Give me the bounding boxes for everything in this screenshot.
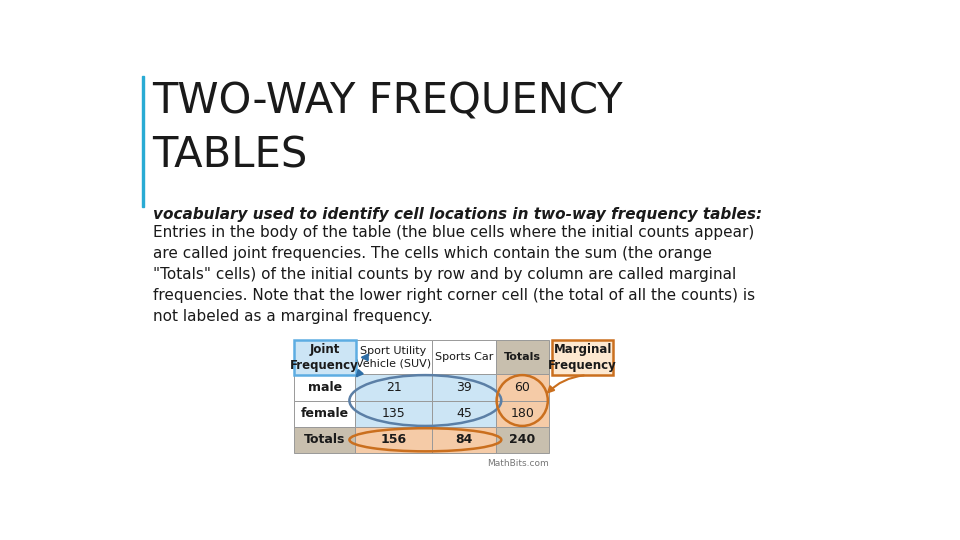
Bar — [295, 340, 355, 374]
Text: female: female — [300, 407, 348, 420]
Bar — [295, 401, 355, 427]
Text: male: male — [307, 381, 342, 394]
Text: vocabulary used to identify cell locations in two-way frequency tables:: vocabulary used to identify cell locatio… — [153, 207, 761, 222]
Bar — [432, 401, 496, 427]
Text: 156: 156 — [380, 433, 407, 446]
Text: Sport Utility
Vehicle (SUV): Sport Utility Vehicle (SUV) — [356, 346, 431, 368]
Bar — [496, 340, 548, 374]
Bar — [355, 401, 432, 427]
Bar — [496, 401, 548, 427]
FancyBboxPatch shape — [552, 340, 612, 375]
Text: Marginal
Frequency: Marginal Frequency — [548, 343, 617, 372]
Text: 39: 39 — [456, 381, 472, 394]
Text: Joint
Frequency: Joint Frequency — [290, 343, 359, 372]
Text: 135: 135 — [382, 407, 405, 420]
Text: MathBits.com: MathBits.com — [487, 459, 548, 468]
Bar — [295, 427, 355, 453]
Text: 240: 240 — [509, 433, 536, 446]
Text: TABLES: TABLES — [153, 134, 308, 176]
Text: Entries in the body of the table (the blue cells where the initial counts appear: Entries in the body of the table (the bl… — [153, 225, 755, 324]
Bar — [432, 374, 496, 401]
Bar — [355, 340, 432, 374]
Text: 84: 84 — [455, 433, 472, 446]
Bar — [142, 76, 144, 207]
Text: Totals: Totals — [304, 433, 346, 446]
Bar — [432, 340, 496, 374]
Bar — [295, 374, 355, 401]
Bar — [496, 427, 548, 453]
Text: Totals: Totals — [504, 353, 540, 362]
Text: 45: 45 — [456, 407, 472, 420]
Bar — [355, 427, 432, 453]
Bar — [355, 374, 432, 401]
Text: Sports Car: Sports Car — [435, 353, 493, 362]
Text: 21: 21 — [386, 381, 401, 394]
Bar — [496, 374, 548, 401]
FancyBboxPatch shape — [294, 340, 355, 375]
Text: 180: 180 — [511, 407, 534, 420]
Bar — [432, 427, 496, 453]
Text: TWO-WAY FREQUENCY: TWO-WAY FREQUENCY — [153, 80, 623, 122]
Text: 60: 60 — [515, 381, 530, 394]
